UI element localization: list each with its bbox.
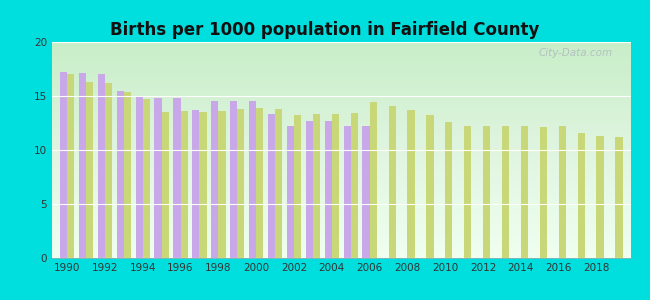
Bar — [162, 112, 169, 258]
Bar — [79, 73, 86, 258]
Bar — [116, 91, 124, 258]
Bar — [370, 103, 377, 258]
Bar — [597, 136, 604, 258]
Bar — [351, 113, 358, 258]
Bar — [540, 127, 547, 258]
Text: Births per 1000 population in Fairfield County: Births per 1000 population in Fairfield … — [111, 21, 540, 39]
Bar — [464, 126, 471, 258]
Bar — [426, 116, 434, 258]
Bar — [237, 109, 244, 258]
Bar — [275, 109, 282, 258]
Bar — [343, 126, 351, 258]
Bar — [124, 92, 131, 258]
Bar — [363, 126, 370, 258]
Bar — [324, 121, 332, 258]
Bar — [558, 126, 566, 258]
Bar — [211, 101, 218, 258]
Bar — [502, 126, 509, 258]
Bar — [174, 98, 181, 258]
Text: City-Data.com: City-Data.com — [539, 49, 613, 58]
Bar — [86, 82, 93, 258]
Bar — [313, 114, 320, 258]
Bar — [192, 110, 200, 258]
Bar — [200, 112, 207, 258]
Bar — [616, 137, 623, 258]
Bar — [136, 96, 143, 258]
Bar — [249, 101, 256, 258]
Bar — [445, 122, 452, 258]
Bar — [256, 108, 263, 258]
Bar — [306, 121, 313, 258]
Bar — [105, 83, 112, 258]
Bar — [578, 133, 585, 258]
Bar — [67, 74, 74, 258]
Bar — [268, 114, 275, 258]
Bar — [294, 116, 301, 258]
Bar — [60, 72, 67, 258]
Bar — [230, 101, 237, 258]
Bar — [389, 106, 396, 258]
Bar — [218, 111, 226, 258]
Bar — [408, 110, 415, 258]
Bar — [332, 114, 339, 258]
Bar — [287, 126, 294, 258]
Bar — [98, 74, 105, 258]
Bar — [483, 126, 490, 258]
Bar — [181, 111, 188, 258]
Bar — [155, 98, 162, 258]
Bar — [143, 99, 150, 258]
Bar — [521, 126, 528, 258]
